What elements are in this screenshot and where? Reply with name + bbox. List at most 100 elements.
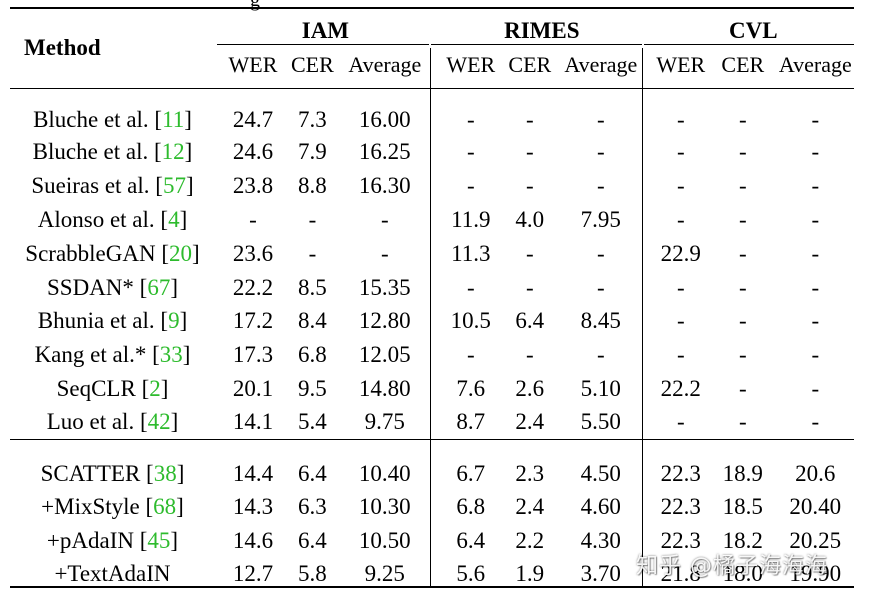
metric-cell: 22.3 — [660, 461, 701, 487]
metric-cell: - — [249, 206, 257, 232]
metric-cell: - — [308, 240, 317, 266]
citation-link[interactable]: 68 — [153, 493, 177, 519]
header-wer: WER — [446, 52, 496, 77]
citation-bracket: ] — [182, 342, 191, 368]
metric-cell: 22.2 — [660, 375, 701, 401]
metric-cell: - — [676, 173, 685, 199]
header-group-iam: IAM — [301, 18, 350, 43]
header-average: Average — [564, 52, 638, 77]
metric-cell: 8.8 — [298, 173, 327, 199]
metric-cell: 21.8 — [660, 561, 701, 587]
metric-cell: - — [525, 173, 534, 199]
metric-cell: - — [676, 342, 685, 368]
metric-cell: 23.6 — [232, 240, 274, 266]
table-row: Sueiras et al. [57] 23.8 8.8 16.30 - - - - - - — [10, 169, 859, 203]
method-label: Bluche et al. [ — [33, 107, 163, 132]
citation-link[interactable]: 20 — [169, 240, 193, 266]
citation-link[interactable]: 45 — [147, 527, 171, 553]
citation-bracket: ] — [160, 375, 169, 401]
metric-cell: 22.3 — [660, 527, 701, 553]
metric-cell: - — [676, 107, 685, 132]
metric-cell: - — [811, 240, 820, 266]
metric-cell: - — [596, 139, 605, 165]
bottom-rule — [10, 586, 854, 588]
metric-cell: 4.50 — [580, 461, 621, 487]
metric-cell: 2.4 — [515, 408, 545, 434]
citation-bracket: ] — [170, 408, 179, 434]
metric-cell: 5.8 — [298, 561, 327, 587]
method-label: SeqCLR [ — [56, 375, 150, 401]
top-rule — [10, 7, 854, 9]
citation-link[interactable]: 57 — [162, 173, 186, 199]
metric-cell: 18.0 — [722, 561, 763, 587]
citation-link[interactable]: 67 — [147, 274, 171, 300]
metric-cell: - — [596, 107, 605, 132]
table-row: SeqCLR [2] 20.1 9.5 14.80 7.6 2.6 5.10 22.2 - - — [10, 372, 859, 406]
method-name: ScrabbleGAN [20] — [10, 236, 215, 270]
header-cer: CER — [291, 52, 334, 77]
citation-link[interactable]: 2 — [149, 375, 161, 401]
citation-bracket: ] — [170, 527, 179, 553]
metric-cell: - — [596, 342, 605, 368]
metric-cell: 14.4 — [232, 461, 274, 487]
method-name: Bluche et al. [12] — [10, 135, 215, 169]
method-name: +MixStyle [68] — [10, 489, 215, 523]
header-method: Method — [24, 35, 101, 60]
metric-cell: - — [525, 107, 534, 132]
metric-cell: 15.35 — [358, 274, 411, 300]
metric-cell: 22.3 — [660, 493, 701, 519]
citation-bracket: ] — [184, 107, 192, 132]
citation-bracket: ] — [192, 240, 200, 266]
separator-iam-rimes — [430, 48, 431, 586]
table-row: Alonso et al. [4] - - - 11.9 4.0 7.95 - - - — [10, 203, 859, 237]
method-label: Bluche et al. [ — [32, 139, 162, 165]
citation-link[interactable]: 12 — [161, 139, 185, 165]
metric-cell: - — [466, 173, 475, 199]
metric-cell: - — [811, 408, 820, 434]
metric-cell: 11.9 — [451, 206, 491, 232]
method-label: Alonso et al. [ — [37, 206, 169, 232]
metric-cell: - — [525, 139, 534, 165]
metric-cell: - — [525, 342, 534, 368]
citation-bracket: ] — [184, 139, 193, 165]
metric-cell: - — [738, 240, 747, 266]
metric-cell: - — [738, 206, 747, 232]
metric-cell: 5.10 — [580, 375, 621, 401]
method-label: Kang et al.* [ — [34, 342, 160, 368]
method-label: SSDAN* [ — [47, 274, 148, 300]
metric-cell: - — [676, 139, 685, 165]
citation-bracket: ] — [176, 493, 184, 519]
citation-link[interactable]: 4 — [168, 206, 180, 232]
metric-cell: 10.30 — [358, 493, 411, 519]
citation-link[interactable]: 11 — [162, 107, 185, 132]
citation-bracket: ] — [176, 461, 185, 487]
citation-bracket: ] — [179, 308, 188, 334]
metric-cell: 8.45 — [580, 308, 621, 334]
metric-cell: 2.2 — [515, 527, 545, 553]
citation-link[interactable]: 33 — [159, 342, 183, 368]
header-average: Average — [778, 52, 852, 77]
metric-cell: - — [738, 107, 747, 132]
citation-bracket: ] — [170, 274, 178, 300]
citation-link[interactable]: 42 — [147, 408, 171, 434]
metric-cell: 4.0 — [515, 206, 545, 232]
metric-cell: 10.50 — [358, 527, 411, 553]
citation-link[interactable]: 38 — [153, 461, 177, 487]
metric-cell: 20.25 — [789, 527, 842, 553]
metric-cell: 6.4 — [298, 527, 327, 553]
metric-cell: 7.9 — [298, 139, 327, 165]
table-row: +TextAdaIN 12.7 5.8 9.25 5.6 1.9 3.70 21.8 18.0 1… — [10, 557, 859, 591]
metric-cell: 1.9 — [515, 561, 545, 587]
watermark: 知乎 @橘子海海海 — [636, 554, 828, 579]
header-cer: CER — [721, 52, 765, 77]
metric-cell: 7.6 — [456, 375, 486, 401]
metric-cell: 5.50 — [580, 408, 621, 434]
metric-cell: - — [525, 240, 534, 266]
method-name: Kang et al.* [33] — [10, 338, 215, 372]
metric-cell: - — [738, 139, 747, 165]
metric-cell: 9.75 — [364, 408, 405, 434]
metric-cell: 18.9 — [722, 461, 763, 487]
citation-link[interactable]: 9 — [168, 308, 180, 334]
metric-cell: 16.00 — [358, 107, 411, 132]
metric-cell: 18.5 — [722, 493, 763, 519]
